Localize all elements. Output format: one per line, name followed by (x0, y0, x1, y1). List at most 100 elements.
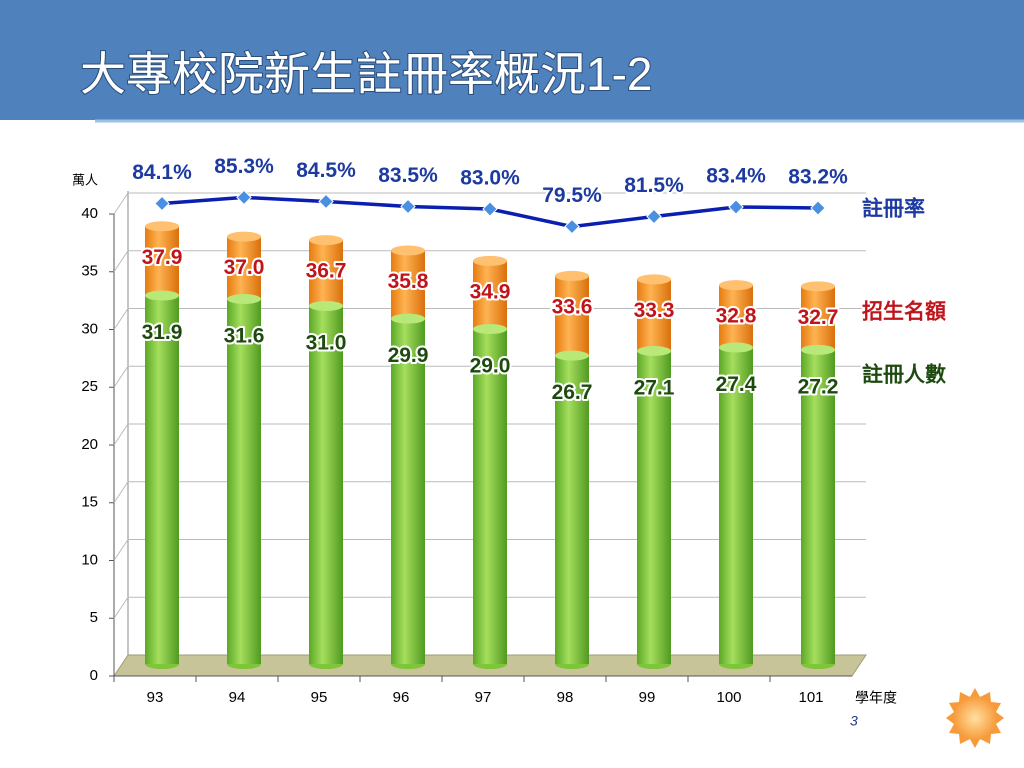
line-marker (564, 218, 580, 235)
data-label: 85.3% (214, 155, 274, 178)
data-label: 84.5% (296, 159, 356, 182)
grid-line (113, 481, 866, 504)
grid-line (113, 539, 866, 561)
bar (309, 305, 343, 664)
line-marker (154, 195, 170, 212)
data-label: 36.7 (306, 260, 347, 283)
bar-cap (227, 294, 261, 305)
y-tick-label: 25 (81, 378, 98, 395)
x-tick-label: 99 (639, 689, 656, 706)
data-label: 81.5% (624, 174, 684, 197)
bar (145, 295, 179, 664)
data-label: 83.5% (378, 164, 438, 187)
x-tick-label: 95 (311, 689, 328, 706)
bar-cap (719, 342, 753, 353)
bar (227, 299, 261, 664)
data-label: 27.1 (634, 377, 675, 400)
line-marker (482, 201, 498, 217)
data-label: 29.0 (470, 355, 511, 378)
legend-label: 招生名額 (862, 300, 946, 324)
y-tick-label: 0 (90, 667, 98, 684)
data-label: 31.0 (306, 331, 347, 354)
data-label: 79.5% (542, 184, 602, 207)
data-label: 83.4% (706, 165, 766, 188)
bar (391, 318, 425, 664)
data-label: 37.0 (224, 256, 265, 279)
y-tick-label: 30 (81, 320, 98, 337)
bar (555, 355, 589, 664)
bar-cap (309, 300, 343, 311)
x-tick-label: 94 (229, 689, 246, 706)
grid-line (113, 192, 866, 215)
data-label: 33.3 (634, 299, 675, 322)
line-marker (810, 200, 826, 216)
bar (637, 350, 671, 664)
bar-cap (637, 345, 671, 356)
sun-icon (946, 688, 1004, 748)
data-label: 33.6 (552, 295, 593, 318)
data-label: 29.9 (388, 344, 429, 367)
grid-line (113, 250, 866, 273)
bar-cap (391, 313, 425, 324)
bar (473, 329, 507, 664)
bar-cap (145, 221, 179, 232)
bar-cap (309, 235, 343, 246)
data-label: 26.7 (552, 381, 593, 404)
legend-label: 註冊率 (862, 197, 925, 221)
data-label: 83.0% (460, 167, 520, 190)
line-marker (400, 198, 416, 215)
x-tick-label: 101 (798, 689, 823, 706)
bar-cap (555, 350, 589, 361)
data-label: 31.9 (142, 321, 183, 344)
data-label: 35.8 (388, 270, 429, 293)
data-label: 34.9 (470, 280, 511, 303)
bar-cap (391, 245, 425, 256)
y-tick-label: 35 (81, 263, 98, 280)
data-label: 84.1% (132, 161, 192, 184)
data-label: 27.4 (716, 373, 757, 396)
bar-cap (801, 344, 835, 355)
x-tick-label: 98 (557, 689, 574, 706)
data-label: 32.7 (798, 306, 839, 329)
line-marker (318, 193, 334, 210)
y-tick-label: 20 (81, 436, 98, 453)
x-axis-label: 學年度 (855, 690, 897, 706)
line-marker (646, 208, 662, 225)
y-tick-label: 15 (81, 494, 98, 511)
bar (801, 349, 835, 664)
line-marker (728, 199, 744, 215)
legend-label: 註冊人數 (862, 363, 946, 387)
y-tick-label: 5 (90, 609, 98, 626)
x-tick-label: 100 (716, 689, 741, 706)
data-label: 31.6 (224, 325, 265, 348)
data-label: 32.8 (716, 305, 757, 328)
bar-cap (473, 324, 507, 335)
bar-cap (145, 290, 179, 301)
header-band (0, 0, 1024, 120)
data-label: 37.9 (142, 246, 183, 269)
slide-title: 大專校院新生註冊率概況1-2 (80, 48, 652, 100)
y-tick-label: 40 (81, 205, 98, 222)
x-tick-label: 97 (475, 689, 492, 706)
sun-disc (953, 696, 997, 740)
line-marker (236, 189, 252, 206)
bar (719, 347, 753, 664)
data-label: 27.2 (798, 375, 839, 398)
x-tick-label: 93 (147, 689, 164, 706)
page-number: 3 (850, 713, 858, 729)
bar-cap (227, 231, 261, 242)
grid-line (113, 596, 866, 619)
bar-cap (473, 255, 507, 266)
bar-cap (555, 270, 589, 281)
grid-line (113, 423, 866, 446)
bar-cap (801, 281, 835, 292)
grid-line (113, 308, 866, 330)
x-tick-label: 96 (393, 689, 410, 706)
grid-line (113, 365, 866, 388)
bar-cap (719, 280, 753, 291)
bar-cap (637, 274, 671, 285)
data-label: 83.2% (788, 166, 848, 189)
y-tick-label: 10 (81, 551, 98, 568)
y-axis-label: 萬人 (72, 172, 98, 187)
